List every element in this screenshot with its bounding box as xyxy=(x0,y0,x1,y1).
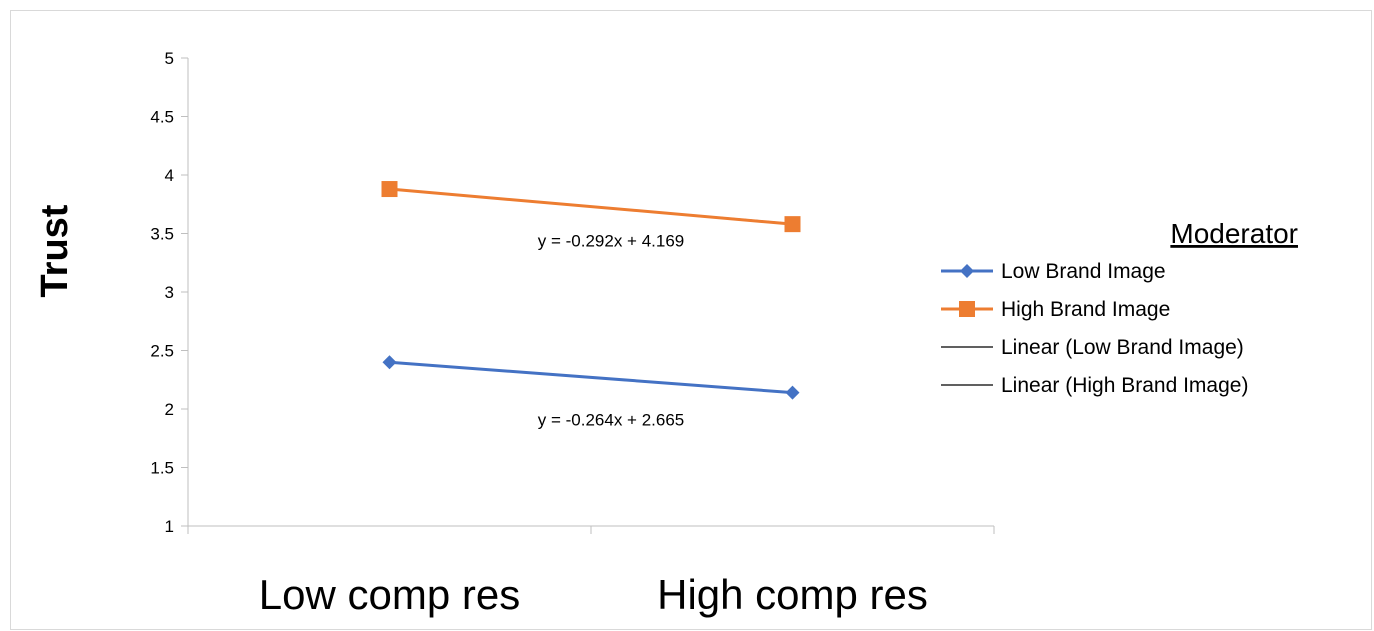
y-tick-label: 3 xyxy=(165,283,174,302)
axes xyxy=(181,57,995,534)
trendline-equations: y = -0.264x + 2.665 y = -0.292x + 4.169 xyxy=(538,231,685,429)
line-chart: 1 1.5 2 2.5 3 3.5 4 4.5 5 Low comp res High comp … xyxy=(34,49,1298,618)
y-tick-label: 2.5 xyxy=(150,342,174,361)
data-point xyxy=(382,355,397,370)
x-category-label: High comp res xyxy=(657,571,928,618)
legend-label: Low Brand Image xyxy=(1001,260,1166,283)
legend-label: High Brand Image xyxy=(1001,298,1170,321)
x-category-labels: Low comp res High comp res xyxy=(259,571,928,618)
data-point xyxy=(381,181,398,198)
x-category-label: Low comp res xyxy=(259,571,520,618)
y-tick-label: 1 xyxy=(165,517,174,536)
y-tick-label: 3.5 xyxy=(150,225,174,244)
y-tick-label: 2 xyxy=(165,400,174,419)
y-tick-label: 1.5 xyxy=(150,459,174,478)
legend: Moderator Low Brand Image High Brand Imag… xyxy=(941,218,1298,397)
trendline-equation: y = -0.264x + 2.665 xyxy=(538,411,685,430)
series xyxy=(381,181,801,400)
data-point xyxy=(784,216,801,233)
trendline-equation: y = -0.292x + 4.169 xyxy=(538,231,685,250)
legend-marker xyxy=(959,301,975,317)
legend-title: Moderator xyxy=(1170,218,1298,249)
legend-label: Linear (High Brand Image) xyxy=(1001,374,1248,397)
chart-frame: 1 1.5 2 2.5 3 3.5 4 4.5 5 Low comp res High comp … xyxy=(10,10,1372,630)
y-tick-label: 4.5 xyxy=(150,108,174,127)
y-axis-label: Trust xyxy=(34,204,76,297)
data-point xyxy=(785,385,800,400)
y-tick-labels: 1 1.5 2 2.5 3 3.5 4 4.5 5 xyxy=(150,49,174,536)
series-line xyxy=(389,360,793,395)
y-tick-label: 4 xyxy=(165,166,174,185)
legend-label: Linear (Low Brand Image) xyxy=(1001,336,1244,359)
legend-marker xyxy=(960,264,974,278)
y-tick-label: 5 xyxy=(165,49,174,68)
series-line xyxy=(389,187,793,226)
